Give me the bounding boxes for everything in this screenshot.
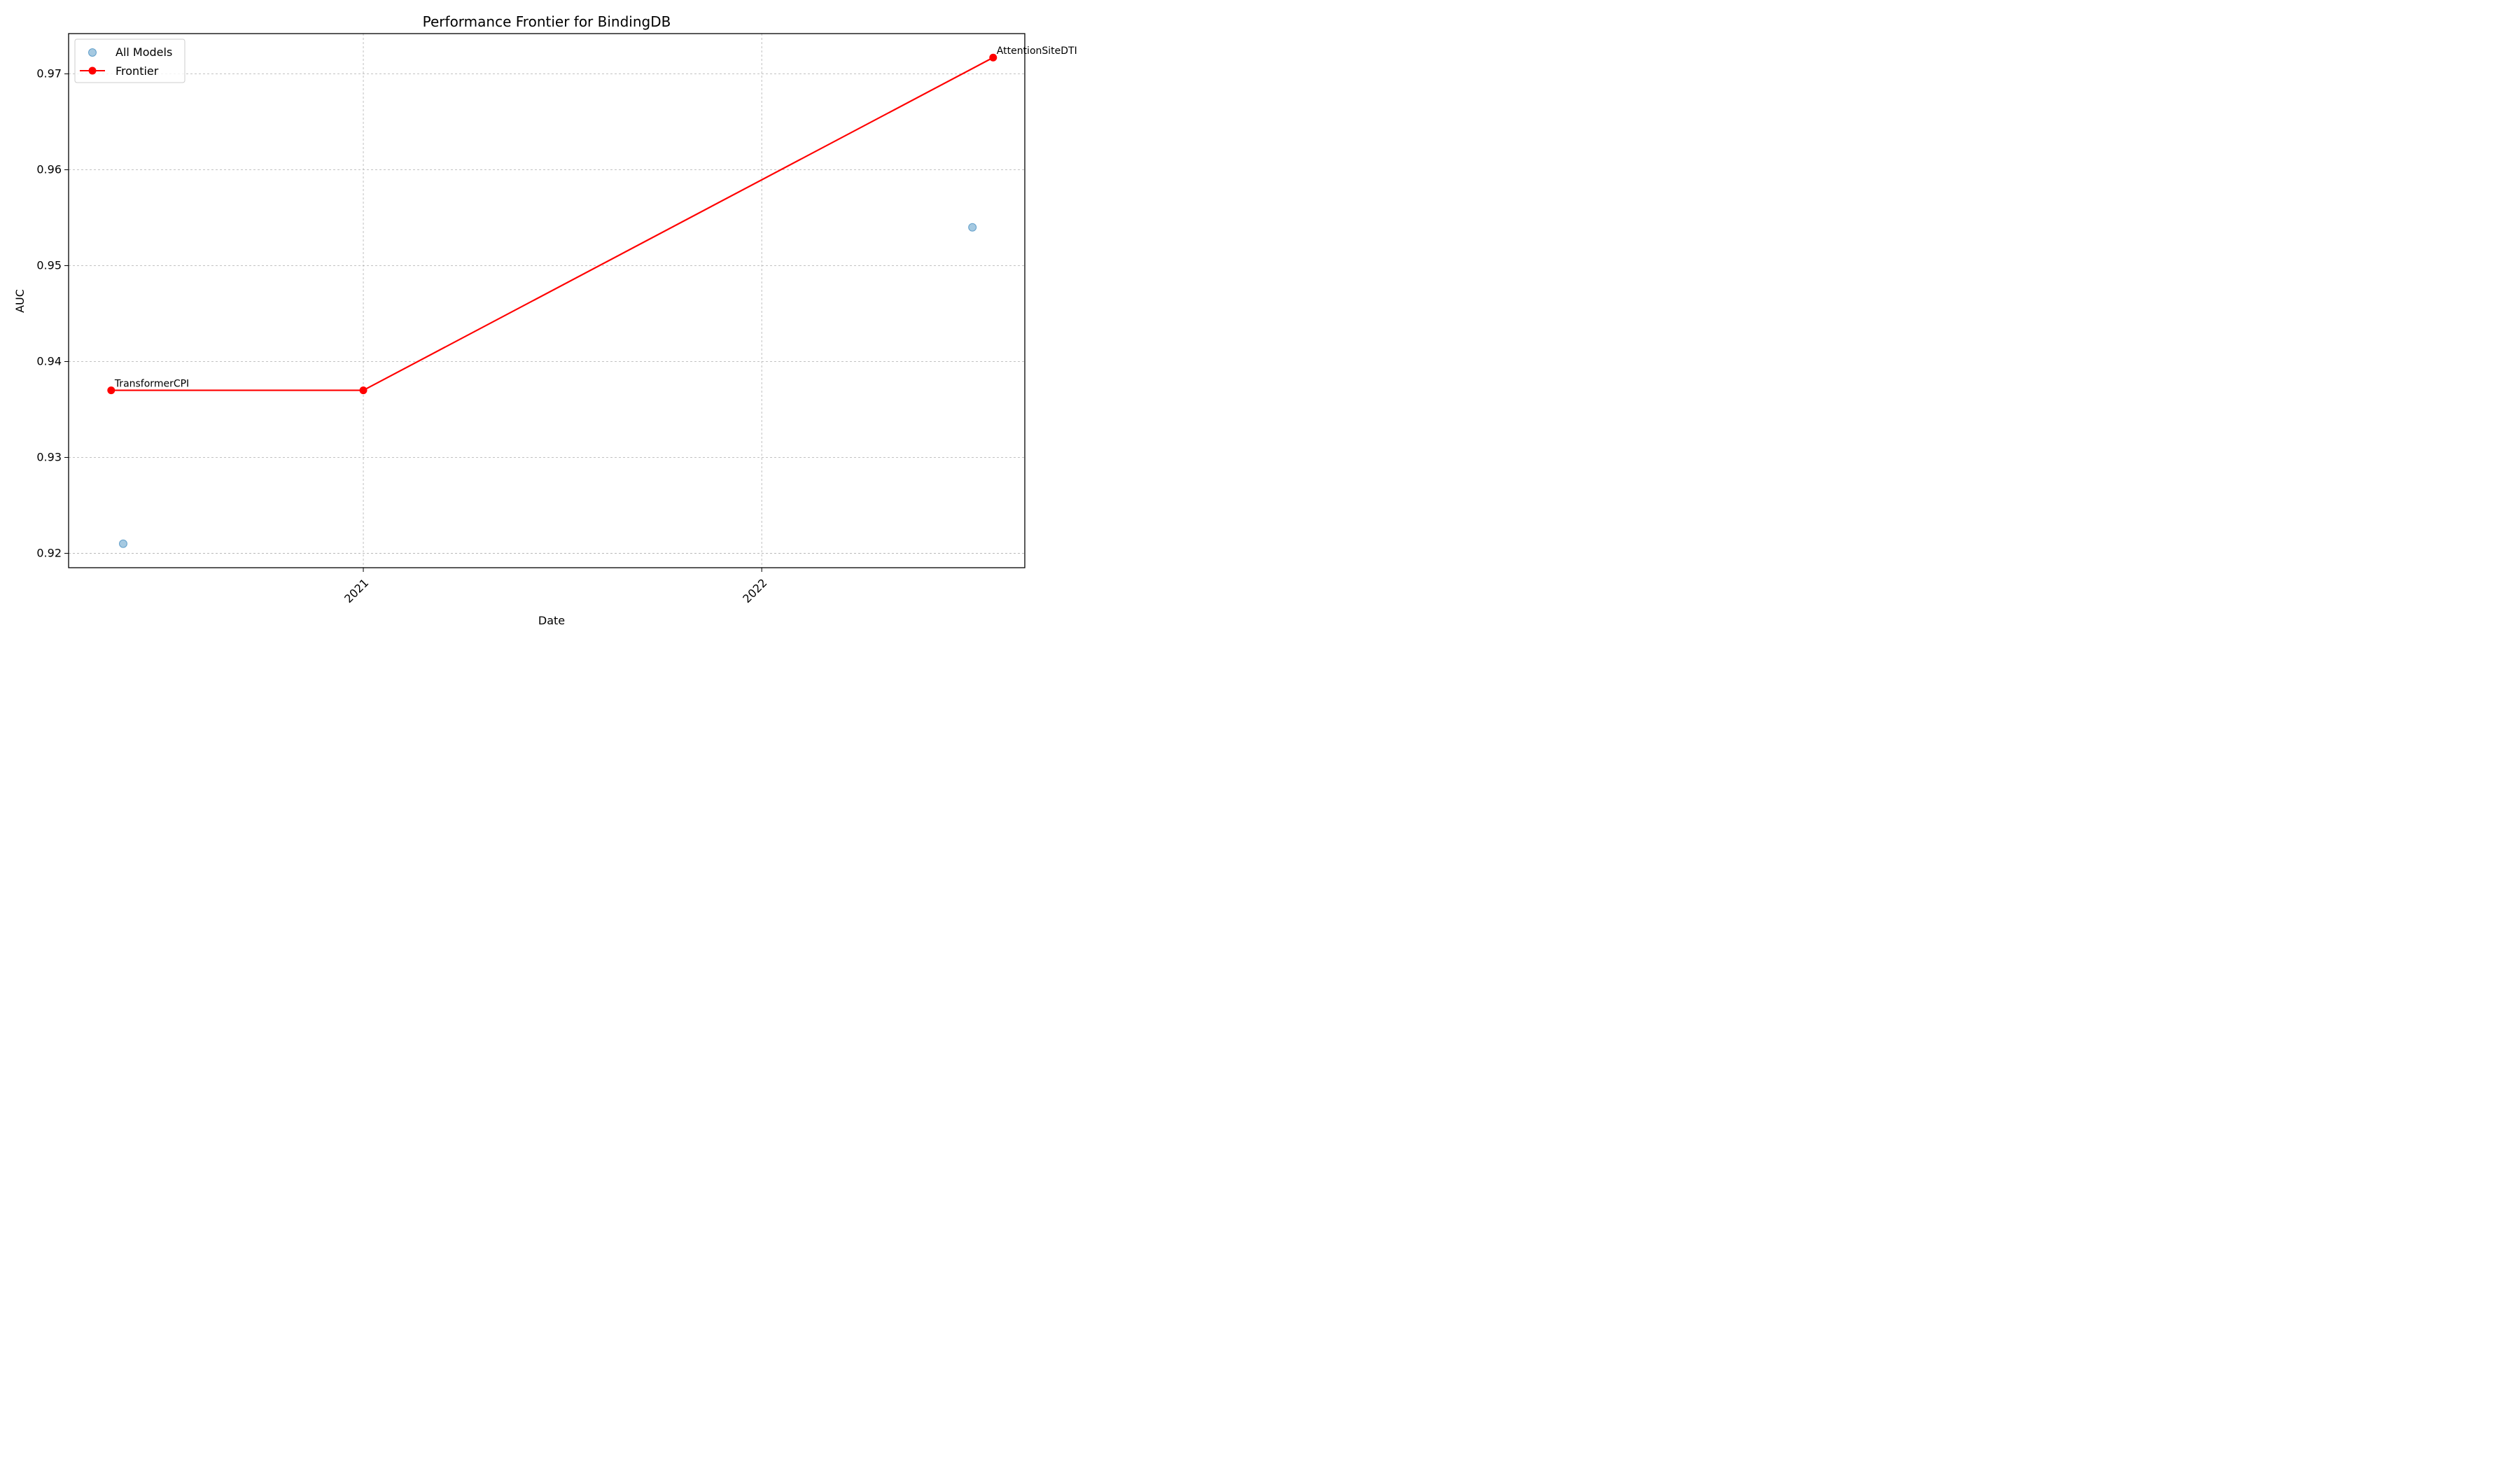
grid <box>69 34 1025 568</box>
y-axis-label: AUC <box>13 289 27 313</box>
data-marks <box>107 53 997 548</box>
all-models-point <box>118 539 127 548</box>
y-tick-label: 0.97 <box>36 67 62 80</box>
y-tick-label: 0.95 <box>36 259 62 272</box>
y-tick-label: 0.93 <box>36 450 62 463</box>
legend-all-models-marker <box>88 48 97 57</box>
annotations: TransformerCPI AttentionSiteDTI <box>114 46 1077 389</box>
point-annotation: TransformerCPI <box>114 379 189 390</box>
plot-area-frame <box>68 33 1026 568</box>
y-tick-label: 0.92 <box>36 546 62 559</box>
chart: Performance Frontier for BindingDB 0.920… <box>0 0 1088 635</box>
frontier-point <box>359 386 368 395</box>
y-tick-label: 0.94 <box>36 354 62 368</box>
legend-frontier-marker <box>88 66 97 75</box>
y-axis-ticks: 0.92 0.93 0.94 0.95 0.96 0.97 <box>36 67 69 559</box>
legend-frame <box>74 38 186 83</box>
x-axis-label: Date <box>538 614 565 627</box>
legend-frontier-label: Frontier <box>115 64 159 78</box>
chart-title: Performance Frontier for BindingDB <box>423 13 671 30</box>
legend: All Models Frontier <box>74 38 186 83</box>
frontier-point <box>107 386 115 395</box>
legend-all-models-label: All Models <box>115 46 172 59</box>
frontier-point <box>989 53 997 62</box>
figure-background <box>0 0 1088 635</box>
all-models-point <box>968 223 977 232</box>
y-tick-label: 0.96 <box>36 163 62 176</box>
point-annotation: AttentionSiteDTI <box>997 46 1077 57</box>
